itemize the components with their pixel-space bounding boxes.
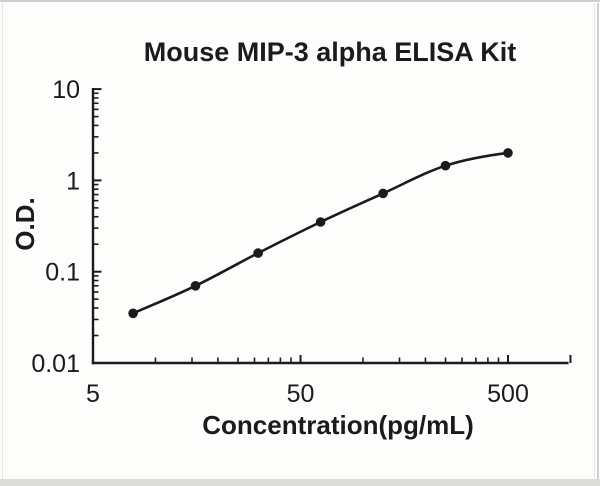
data-point-marker	[440, 160, 451, 171]
bottom-strip	[0, 479, 600, 486]
data-point-marker	[503, 148, 513, 158]
frame-right-inner-border	[594, 3, 595, 479]
data-point-marker	[190, 281, 201, 291]
x-axis-title: Concentration(pg/mL)	[202, 410, 474, 440]
x-tick-label: 5	[86, 380, 100, 408]
y-tick-label: 0.01	[31, 350, 80, 378]
y-axis-title: O.D.	[10, 197, 40, 251]
y-tick-label: 1	[66, 167, 80, 195]
standard-curve-line	[131, 151, 510, 315]
y-tick-label: 0.1	[45, 259, 80, 287]
data-point-marker	[253, 248, 263, 258]
chart-title: Mouse MIP-3 alpha ELISA Kit	[143, 37, 517, 67]
x-tick-label: 50	[287, 380, 315, 408]
y-tick-label: 10	[52, 76, 80, 104]
frame-left-border	[2, 2, 3, 479]
data-point-marker	[315, 217, 326, 227]
data-point-marker	[128, 308, 138, 319]
data-point-marker	[378, 188, 388, 199]
frame-top-border	[0, 0, 600, 2]
frame-right-outer-border	[597, 3, 599, 479]
x-tick-label: 500	[487, 380, 529, 408]
